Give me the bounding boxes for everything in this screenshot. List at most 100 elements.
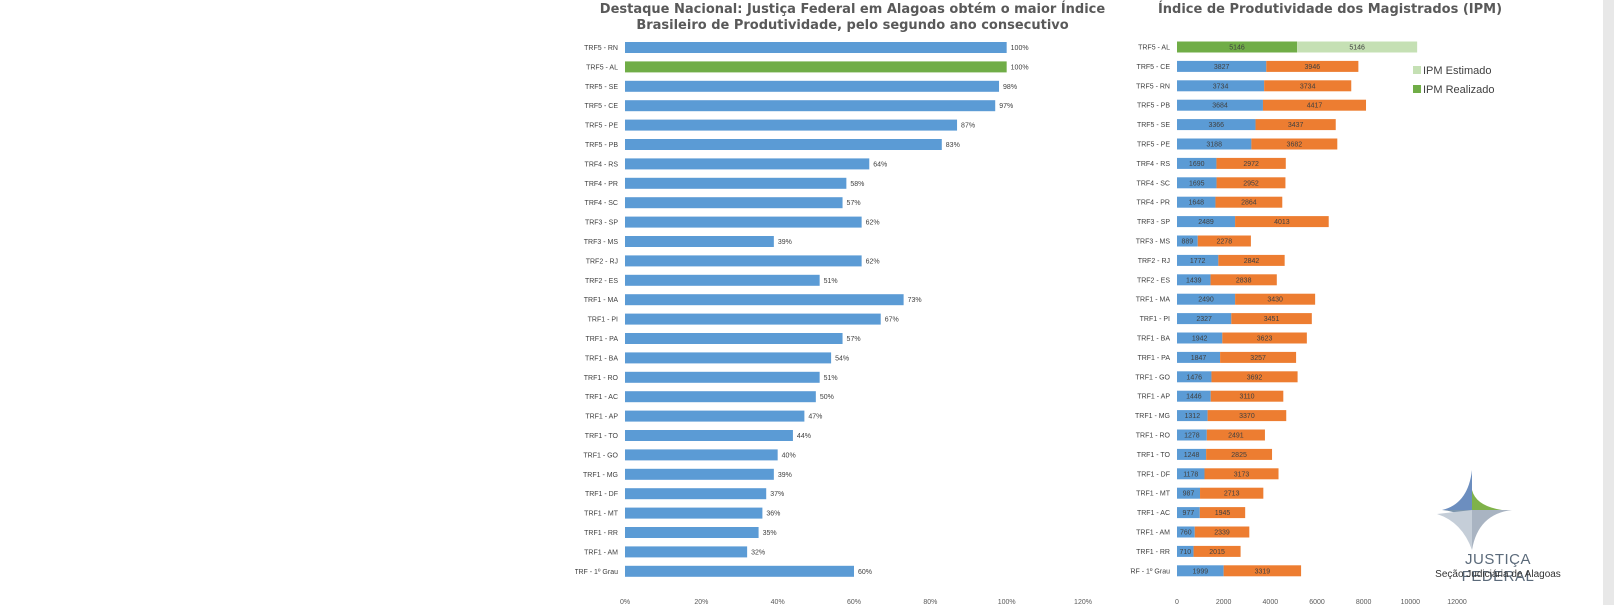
- bar-realizado: [1177, 138, 1252, 150]
- x-tick-label: 12000: [1447, 599, 1467, 605]
- bar-realizado: [1177, 60, 1267, 72]
- data-label-realizado: 1476: [1186, 374, 1202, 381]
- data-label-estimado: 5146: [1349, 45, 1365, 52]
- x-tick-label: 4000: [1263, 599, 1279, 605]
- data-label-estimado: 2838: [1236, 277, 1252, 284]
- data-label-estimado: 2713: [1224, 491, 1240, 498]
- bar-realizado: [1177, 254, 1219, 266]
- y-tick-label: TRF1 - AM: [1136, 530, 1170, 537]
- bar-realizado: [1177, 448, 1207, 460]
- bar-realizado: [1177, 332, 1223, 344]
- bar-estimado: [1255, 119, 1336, 131]
- data-label-estimado: 2864: [1241, 200, 1257, 207]
- y-tick-label: TRF2 - ES: [1137, 277, 1170, 284]
- data-label-estimado: 2825: [1231, 452, 1247, 459]
- bar-realizado: [1177, 565, 1224, 577]
- data-label: 51%: [824, 375, 838, 382]
- bar-estimado: [1210, 390, 1284, 402]
- y-tick-label: TRF1 - RR: [1136, 549, 1170, 556]
- data-label-estimado: 3734: [1300, 83, 1316, 90]
- data-label-estimado: 3430: [1267, 297, 1283, 304]
- data-label: 37%: [770, 491, 784, 498]
- bar-realizado: [1177, 99, 1263, 111]
- data-label-estimado: 2015: [1209, 549, 1225, 556]
- y-tick-label: TRF4 - RS: [585, 161, 619, 168]
- y-tick-label: TRF5 - PE: [1137, 142, 1170, 149]
- y-tick-label: TRF3 - MS: [584, 239, 619, 246]
- y-tick-label: TRF1 - DF: [1137, 471, 1170, 478]
- y-tick-label: TRF - 1º Grau: [1130, 568, 1170, 575]
- legend-swatch: [1413, 66, 1421, 74]
- data-label-estimado: 3451: [1264, 316, 1280, 323]
- y-tick-label: TRF1 - MG: [583, 472, 618, 479]
- bar-estimado: [1235, 216, 1329, 228]
- y-tick-label: TRF4 - PR: [585, 181, 618, 188]
- bar-realizado: [1177, 293, 1236, 305]
- data-label-estimado: 3110: [1239, 394, 1254, 401]
- bar-estimado: [1231, 313, 1312, 325]
- data-label: 39%: [778, 239, 792, 246]
- data-label-realizado: 1178: [1183, 471, 1198, 478]
- bar: [625, 507, 763, 519]
- x-tick-label: 120%: [1074, 599, 1092, 605]
- bar: [625, 468, 774, 480]
- y-tick-label: TRF3 - SP: [585, 220, 618, 227]
- legend-swatch: [1413, 85, 1421, 93]
- data-label-estimado: 2952: [1243, 180, 1259, 187]
- data-label-realizado: 987: [1183, 491, 1195, 498]
- bar-realizado: [1177, 545, 1194, 557]
- data-label: 60%: [858, 569, 872, 576]
- data-label: 62%: [866, 220, 880, 227]
- data-label: 44%: [797, 433, 811, 440]
- data-label: 36%: [766, 511, 780, 518]
- y-tick-label: TRF5 - PE: [585, 123, 618, 130]
- bar: [625, 449, 778, 461]
- bar: [625, 294, 904, 306]
- y-tick-label: TRF1 - MA: [584, 297, 619, 304]
- ipm-chart: Índice de Produtividade dos Magistrados …: [1130, 0, 1530, 605]
- data-label-estimado: 1945: [1215, 510, 1231, 517]
- data-label-realizado: 3734: [1213, 83, 1229, 90]
- data-label-estimado: 2339: [1214, 530, 1230, 537]
- bar: [625, 391, 816, 403]
- y-tick-label: TRF4 - PR: [1137, 200, 1170, 207]
- data-label-realizado: 1439: [1186, 277, 1202, 284]
- y-tick-label: TRF5 - RN: [584, 45, 618, 52]
- data-label-estimado: 2491: [1228, 433, 1244, 440]
- y-tick-label: TRF3 - MS: [1136, 239, 1171, 246]
- y-tick-label: TRF5 - CE: [1137, 64, 1171, 71]
- data-label: 100%: [1011, 64, 1029, 71]
- data-label-realizado: 1446: [1186, 394, 1202, 401]
- data-label: 50%: [820, 394, 834, 401]
- y-tick-label: TRF1 - PI: [1140, 316, 1170, 323]
- data-label: 98%: [1003, 84, 1017, 91]
- bar: [625, 255, 862, 267]
- scrollbar-track[interactable]: [1603, 0, 1614, 605]
- x-tick-label: 2000: [1216, 599, 1232, 605]
- y-tick-label: TRF5 - SE: [1137, 122, 1170, 129]
- y-tick-label: TRF1 - MT: [1136, 491, 1171, 498]
- data-label: 62%: [866, 258, 880, 265]
- bar-realizado: [1177, 507, 1200, 519]
- x-tick-label: 6000: [1309, 599, 1325, 605]
- data-label-realizado: 2327: [1196, 316, 1212, 323]
- data-label-estimado: 3319: [1255, 568, 1271, 575]
- data-label: 64%: [873, 161, 887, 168]
- bar-estimado: [1204, 468, 1279, 480]
- bar: [625, 430, 793, 441]
- bar-realizado: [1177, 177, 1217, 189]
- bar-estimado: [1197, 235, 1251, 247]
- x-tick-label: 20%: [694, 599, 708, 605]
- data-label: 58%: [850, 181, 864, 188]
- y-tick-label: TRF5 - AL: [1138, 45, 1170, 52]
- bar: [625, 333, 843, 344]
- data-label-realizado: 2489: [1198, 219, 1214, 226]
- bar: [625, 119, 958, 131]
- data-label-realizado: 1312: [1185, 413, 1201, 420]
- data-label-realizado: 1772: [1190, 258, 1206, 265]
- y-tick-label: TRF1 - GO: [583, 452, 618, 459]
- data-label-estimado: 4417: [1307, 103, 1323, 110]
- bar-estimado: [1262, 99, 1367, 111]
- data-label-estimado: 3437: [1288, 122, 1304, 129]
- y-tick-label: TRF4 - RS: [1137, 161, 1171, 168]
